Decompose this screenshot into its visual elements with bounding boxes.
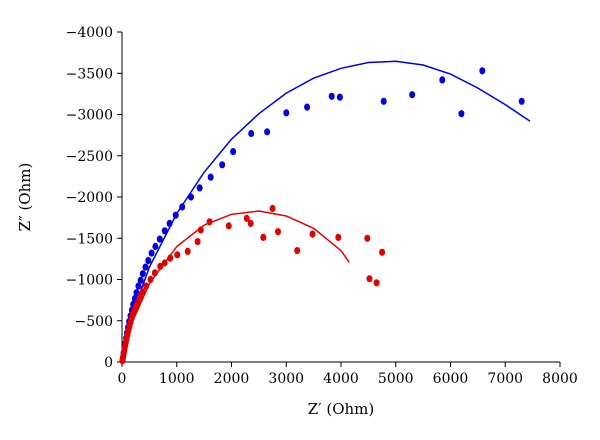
data-point xyxy=(336,93,343,101)
data-point xyxy=(207,173,214,181)
data-point xyxy=(373,279,380,287)
data-point xyxy=(206,218,213,226)
data-point xyxy=(143,282,150,290)
y-tick-label: −4000 xyxy=(66,25,113,41)
axes: 0 1000 2000 3000 4000 5000 6000 7000 8000 0 −500 −… xyxy=(66,25,578,387)
data-point xyxy=(148,249,155,257)
data-point xyxy=(458,110,465,118)
data-point xyxy=(225,222,232,230)
data-point xyxy=(439,76,446,84)
data-point xyxy=(161,259,168,267)
y-tick-label: −500 xyxy=(75,314,113,330)
data-point xyxy=(269,204,276,213)
data-point xyxy=(147,275,154,284)
data-point xyxy=(366,275,373,283)
data-point xyxy=(196,184,203,192)
x-tick-label: 0 xyxy=(118,371,127,387)
data-point xyxy=(157,262,164,270)
data-point xyxy=(161,227,168,235)
data-point xyxy=(142,263,149,271)
data-point xyxy=(518,97,525,105)
series-layer xyxy=(119,60,531,365)
data-point xyxy=(172,211,179,219)
x-tick-label: 7000 xyxy=(487,371,523,387)
data-point xyxy=(247,219,254,227)
x-tick-label: 6000 xyxy=(433,371,469,387)
data-point xyxy=(260,233,267,241)
series-0 xyxy=(119,60,531,364)
y-tick-label: −3000 xyxy=(66,108,113,124)
fit-curve xyxy=(121,210,350,363)
data-point xyxy=(219,161,226,169)
x-tick-label: 4000 xyxy=(323,371,359,387)
x-tick-label: 3000 xyxy=(268,371,304,387)
data-point xyxy=(174,251,181,259)
data-point xyxy=(230,148,237,156)
data-point xyxy=(248,129,255,138)
data-point xyxy=(135,282,142,290)
data-point xyxy=(197,226,204,234)
data-point xyxy=(294,247,301,255)
data-point xyxy=(264,128,271,136)
x-tick-label: 5000 xyxy=(378,371,414,387)
data-point xyxy=(479,67,486,75)
data-point xyxy=(335,233,342,241)
data-point xyxy=(137,276,144,284)
data-point xyxy=(152,242,159,251)
data-point xyxy=(139,288,146,296)
data-point xyxy=(364,234,371,242)
x-tick-label: 8000 xyxy=(542,371,578,387)
data-point xyxy=(139,270,146,278)
x-axis-title: Z′ (Ohm) xyxy=(308,400,374,418)
y-axis-ticks: 0 −500 −1000 −1500 −2000 −2500 −3000 −3500 −4000 xyxy=(66,25,122,371)
x-axis-ticks: 0 1000 2000 3000 4000 5000 6000 7000 8000 xyxy=(118,362,578,387)
x-tick-label: 2000 xyxy=(214,371,250,387)
y-tick-label: 0 xyxy=(104,355,113,371)
y-axis-title: Z″ (Ohm) xyxy=(16,163,34,232)
y-tick-label: −1500 xyxy=(66,231,113,247)
data-point xyxy=(275,228,281,236)
data-point xyxy=(167,254,174,262)
data-point xyxy=(179,203,186,211)
data-point xyxy=(188,193,194,201)
data-point xyxy=(194,238,201,246)
data-point xyxy=(166,219,173,227)
y-tick-label: −3500 xyxy=(66,66,113,82)
data-point xyxy=(328,92,335,100)
data-point xyxy=(379,248,386,256)
data-point xyxy=(156,235,163,243)
fit-curve xyxy=(121,60,531,363)
data-point xyxy=(243,214,250,222)
data-point xyxy=(184,247,191,255)
data-point xyxy=(380,97,387,105)
data-point xyxy=(409,91,416,99)
x-tick-label: 1000 xyxy=(159,371,195,387)
series-1 xyxy=(119,204,386,365)
data-point xyxy=(145,256,152,265)
y-tick-label: −2000 xyxy=(66,190,113,206)
data-point xyxy=(151,269,158,277)
data-point xyxy=(309,230,316,238)
data-point xyxy=(283,109,290,117)
y-tick-label: −1000 xyxy=(66,273,113,289)
data-point xyxy=(304,103,311,111)
y-tick-label: −2500 xyxy=(66,149,113,165)
